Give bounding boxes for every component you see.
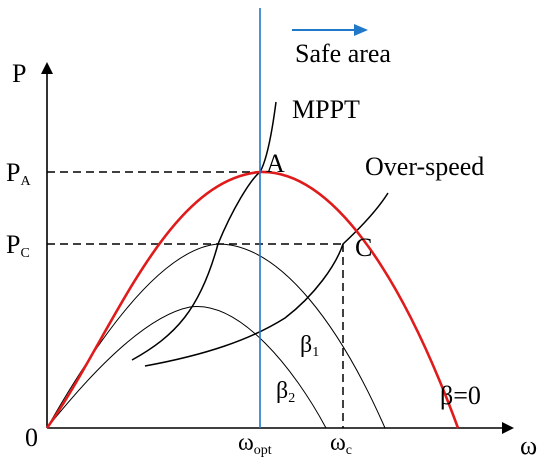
origin-label: 0 xyxy=(25,423,38,452)
wopt-tick-label: ωopt xyxy=(238,430,272,458)
safe-area-label: Safe area xyxy=(295,39,391,68)
pa-tick-label: PA xyxy=(6,158,31,189)
mppt-label: MPPT xyxy=(292,95,360,124)
wopt-tick-main: ω xyxy=(238,430,254,456)
beta2-sub: 2 xyxy=(288,391,295,406)
beta1-main: β xyxy=(300,332,312,358)
wc-tick-sub: c xyxy=(346,443,352,458)
point-a-label: A xyxy=(266,149,285,178)
beta2-main: β xyxy=(276,378,288,404)
mppt-curve xyxy=(131,101,277,361)
overspeed-label: Over-speed xyxy=(365,152,484,181)
beta1-curve xyxy=(46,243,386,429)
beta2-curve xyxy=(46,306,327,429)
beta2-label: β2 xyxy=(276,378,295,406)
pc-tick-main: P xyxy=(6,230,20,259)
x-axis-label: ω xyxy=(520,431,537,460)
beta0-label: β=0 xyxy=(440,381,481,410)
wopt-tick-sub: opt xyxy=(254,443,272,458)
beta1-sub: 1 xyxy=(312,345,319,360)
wc-tick-label: ωc xyxy=(330,430,352,458)
y-axis-label: P xyxy=(12,59,26,88)
wc-tick-main: ω xyxy=(330,430,346,456)
pa-tick-main: P xyxy=(6,158,20,187)
point-c-label: C xyxy=(355,233,372,262)
pc-tick-sub: C xyxy=(20,246,29,261)
pc-tick-label: PC xyxy=(6,230,30,261)
beta0-curve xyxy=(45,170,460,429)
beta1-label: β1 xyxy=(300,332,319,360)
pa-tick-sub: A xyxy=(20,174,31,189)
overspeed-curve xyxy=(144,192,389,367)
